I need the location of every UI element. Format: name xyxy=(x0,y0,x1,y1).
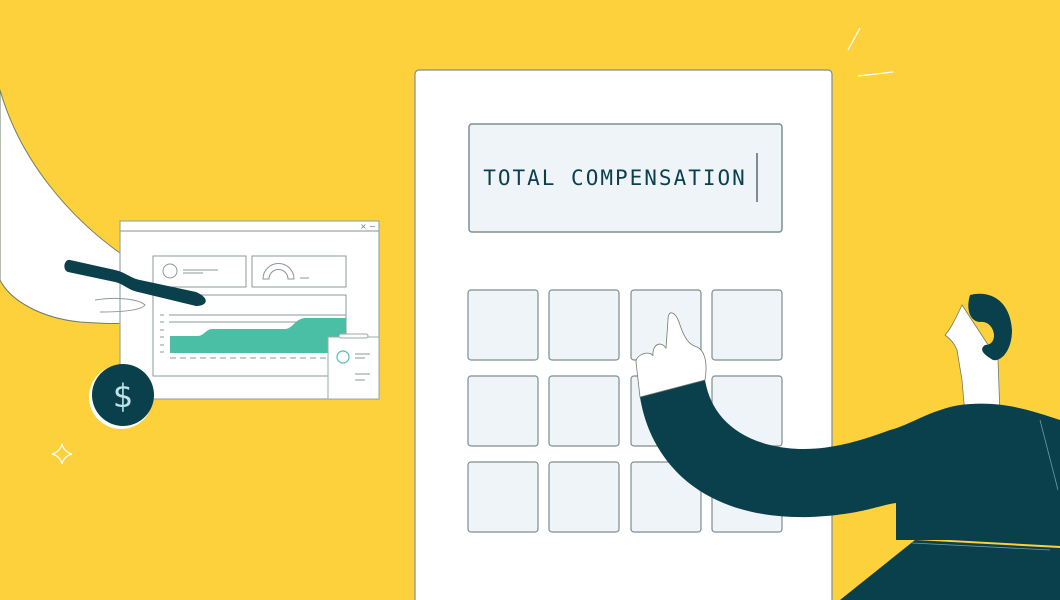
sparkle-line xyxy=(847,27,861,51)
calculator-display-text: TOTAL COMPENSATION xyxy=(483,166,747,190)
calculator-key[interactable] xyxy=(467,375,539,447)
gauge-icon xyxy=(262,263,295,280)
calculator-key[interactable] xyxy=(467,461,539,533)
dashboard-window: × − xyxy=(119,220,380,400)
sparkle-icon xyxy=(51,443,73,465)
calculator-key[interactable] xyxy=(548,461,620,533)
calculator-key[interactable] xyxy=(630,461,702,533)
calculator-key[interactable] xyxy=(548,375,620,447)
sparkle-line xyxy=(857,71,894,77)
area-chart xyxy=(170,318,346,353)
calculator-key[interactable] xyxy=(711,289,783,361)
calculator-display xyxy=(468,123,783,233)
window-minimize-icon[interactable]: − xyxy=(369,222,376,231)
window-close-icon[interactable]: × xyxy=(360,222,367,231)
pen-icon xyxy=(64,259,206,306)
dollar-coin-icon: $ xyxy=(89,364,154,429)
calculator-key[interactable] xyxy=(548,289,620,361)
svg-text:$: $ xyxy=(113,377,133,415)
person xyxy=(635,293,1060,600)
calculator-key[interactable] xyxy=(467,289,539,361)
